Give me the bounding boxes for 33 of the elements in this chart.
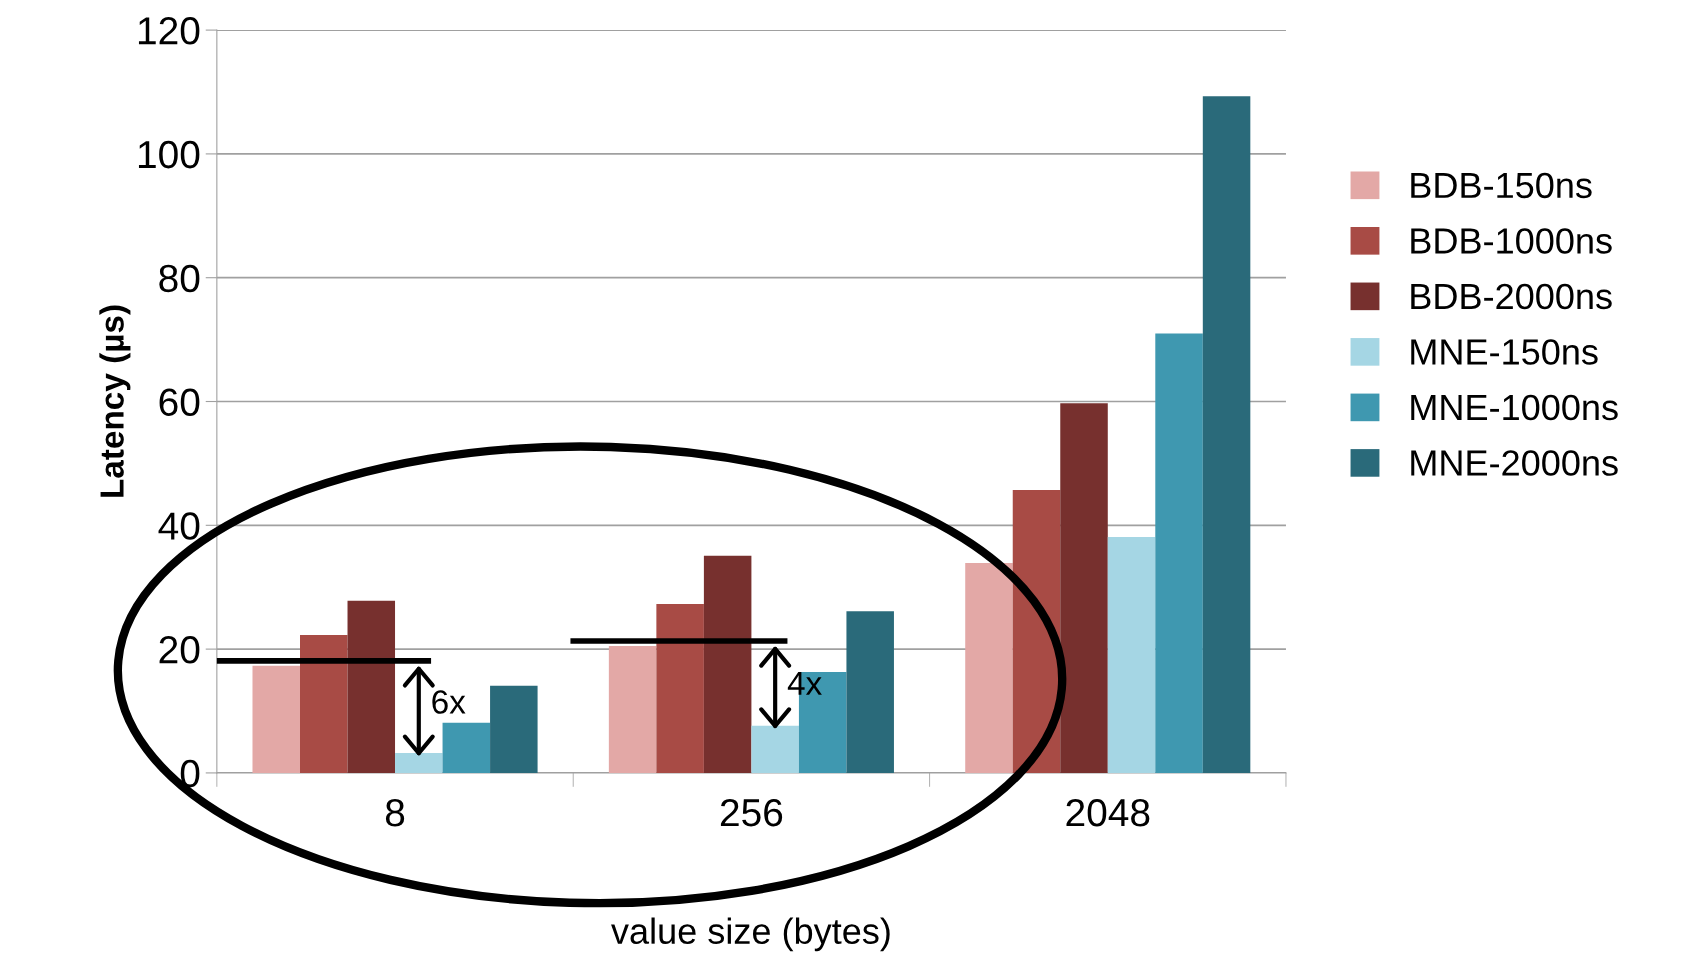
bar bbox=[252, 665, 300, 773]
legend-label: BDB-1000ns bbox=[1411, 228, 1612, 254]
annotation: 6x bbox=[432, 690, 466, 714]
y-tick-label: 20 bbox=[159, 636, 200, 664]
bar bbox=[703, 555, 752, 773]
bar bbox=[347, 600, 396, 773]
x-axis-title: value size (bytes) bbox=[611, 917, 890, 952]
legend-label: BDB-2000ns bbox=[1411, 283, 1612, 310]
bar bbox=[1107, 537, 1156, 773]
legend-label: MNE-2000ns bbox=[1411, 450, 1618, 476]
bar bbox=[656, 603, 704, 773]
y-tick-label: 60 bbox=[159, 388, 200, 416]
bar bbox=[1202, 96, 1251, 773]
bar bbox=[965, 563, 1013, 773]
y-tick-label: 0 bbox=[180, 759, 200, 788]
legend-label: MNE-1000ns bbox=[1411, 394, 1618, 421]
bar bbox=[1155, 333, 1203, 773]
y-tick-label: 120 bbox=[138, 17, 200, 45]
y-tick-label: 80 bbox=[159, 264, 200, 293]
bar bbox=[608, 646, 657, 773]
bar bbox=[442, 722, 491, 773]
bar bbox=[490, 685, 538, 773]
bar bbox=[1060, 403, 1108, 773]
bar bbox=[300, 634, 348, 773]
y-tick-label: 40 bbox=[158, 512, 200, 540]
x-tick-label: 8 bbox=[385, 798, 405, 827]
bar bbox=[846, 611, 894, 773]
y-tick-label: 100 bbox=[138, 140, 200, 169]
legend-label: BDB-150ns bbox=[1411, 172, 1592, 199]
y-axis-title: Latency (µs) bbox=[99, 305, 131, 497]
x-tick-label: 256 bbox=[720, 798, 783, 827]
legend-label: MNE-150ns bbox=[1411, 339, 1598, 365]
x-tick-label: 2048 bbox=[1066, 798, 1150, 827]
